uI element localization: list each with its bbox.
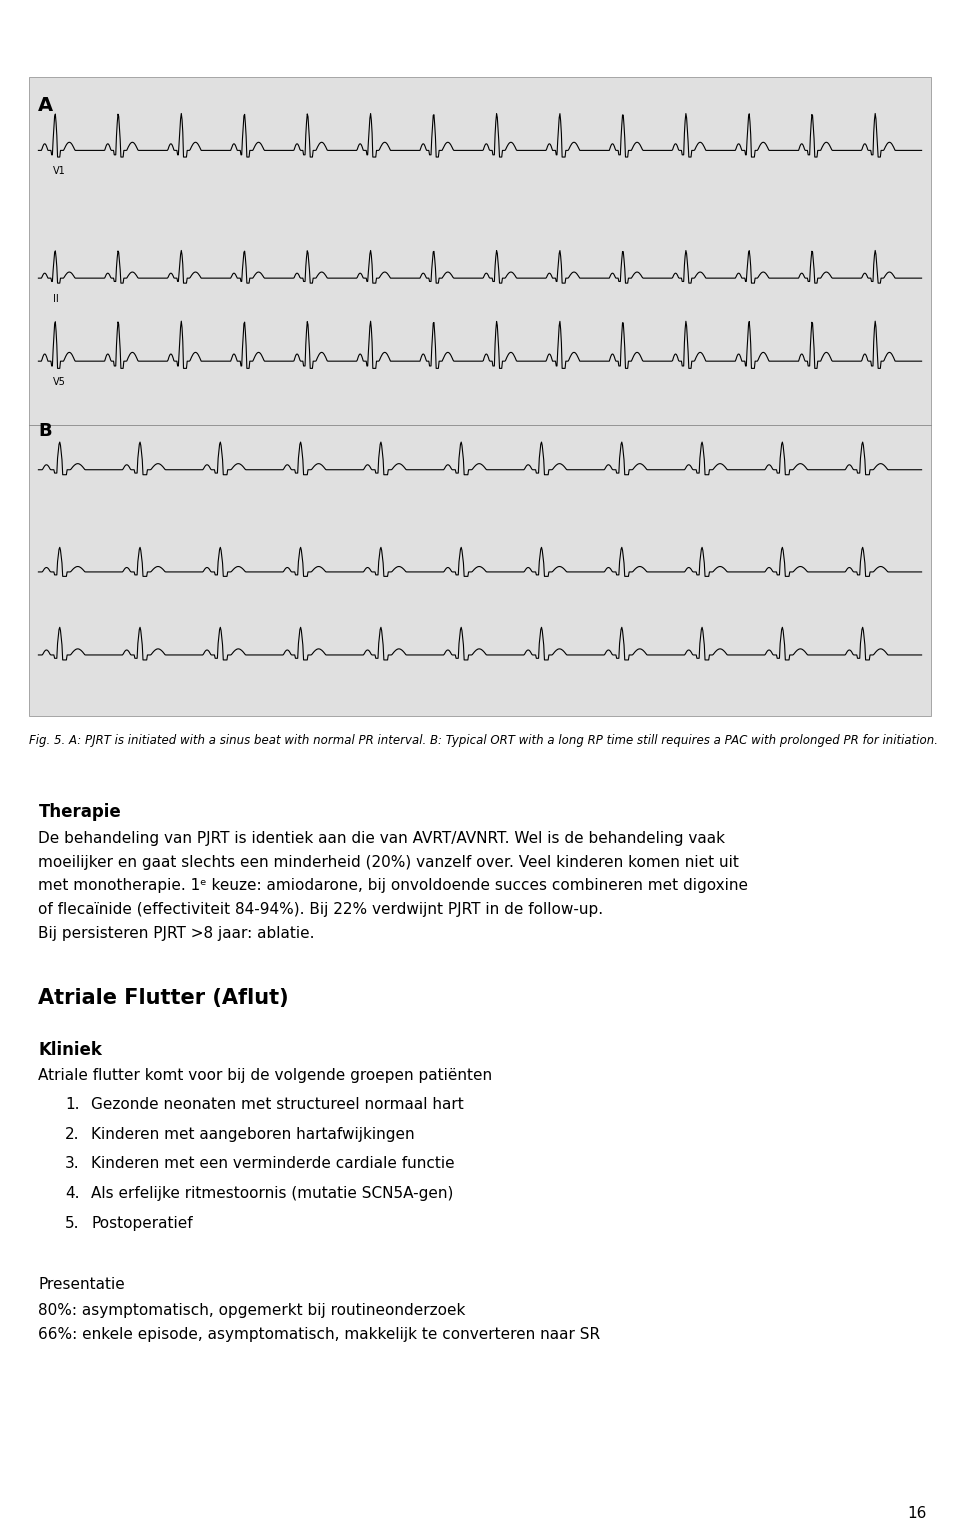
Text: De behandeling van PJRT is identiek aan die van AVRT/AVNRT. Wel is de behandelin: De behandeling van PJRT is identiek aan … <box>38 831 726 846</box>
Text: 80%: asymptomatisch, opgemerkt bij routineonderzoek: 80%: asymptomatisch, opgemerkt bij routi… <box>38 1304 466 1317</box>
Text: 66%: enkele episode, asymptomatisch, makkelijk te converteren naar SR: 66%: enkele episode, asymptomatisch, mak… <box>38 1327 601 1342</box>
Text: Kinderen met een verminderde cardiale functie: Kinderen met een verminderde cardiale fu… <box>91 1156 455 1171</box>
Text: B: B <box>38 422 52 440</box>
Text: A: A <box>38 95 54 115</box>
Text: Presentatie: Presentatie <box>38 1277 125 1291</box>
Text: V1: V1 <box>53 166 65 177</box>
Text: Bij persisteren PJRT >8 jaar: ablatie.: Bij persisteren PJRT >8 jaar: ablatie. <box>38 926 315 942</box>
Text: 3.: 3. <box>65 1156 80 1171</box>
Text: II: II <box>53 294 59 305</box>
Text: 2.: 2. <box>65 1127 80 1142</box>
Text: moeilijker en gaat slechts een minderheid (20%) vanzelf over. Veel kinderen kome: moeilijker en gaat slechts een minderhei… <box>38 854 739 870</box>
Text: 5.: 5. <box>65 1216 80 1231</box>
Text: Fig. 5. A: PJRT is initiated with a sinus beat with normal PR interval. B: Typic: Fig. 5. A: PJRT is initiated with a sinu… <box>29 734 938 746</box>
Text: Postoperatief: Postoperatief <box>91 1216 193 1231</box>
Text: Als erfelijke ritmestoornis (mutatie SCN5A-gen): Als erfelijke ritmestoornis (mutatie SCN… <box>91 1187 453 1202</box>
Text: met monotherapie. 1ᵉ keuze: amiodarone, bij onvoldoende succes combineren met di: met monotherapie. 1ᵉ keuze: amiodarone, … <box>38 879 749 894</box>
Text: 4.: 4. <box>65 1187 80 1202</box>
Text: 1.: 1. <box>65 1097 80 1111</box>
Text: Atriale flutter komt voor bij de volgende groepen patiënten: Atriale flutter komt voor bij de volgend… <box>38 1068 492 1083</box>
Text: Gezonde neonaten met structureel normaal hart: Gezonde neonaten met structureel normaal… <box>91 1097 464 1111</box>
Text: Atriale Flutter (Aflut): Atriale Flutter (Aflut) <box>38 988 289 1008</box>
Text: Therapie: Therapie <box>38 803 121 822</box>
Text: 16: 16 <box>907 1505 926 1521</box>
Bar <box>29 77 931 716</box>
Text: Kliniek: Kliniek <box>38 1040 103 1059</box>
Text: V5: V5 <box>53 377 65 388</box>
Text: Kinderen met aangeboren hartafwijkingen: Kinderen met aangeboren hartafwijkingen <box>91 1127 415 1142</box>
Text: of flecaïnide (effectiviteit 84-94%). Bij 22% verdwijnt PJRT in de follow-up.: of flecaïnide (effectiviteit 84-94%). Bi… <box>38 902 604 917</box>
